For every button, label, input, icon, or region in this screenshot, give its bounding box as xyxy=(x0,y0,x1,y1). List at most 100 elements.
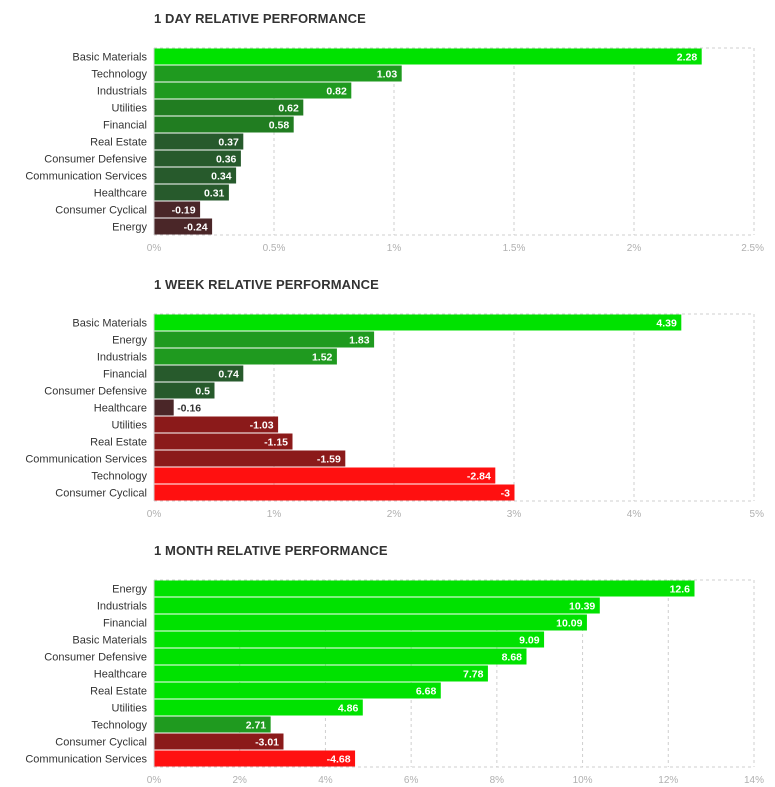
category-label: Energy xyxy=(112,222,147,234)
data-label: 0.82 xyxy=(326,86,347,98)
data-label: -4.68 xyxy=(327,754,351,766)
bar xyxy=(154,167,237,184)
category-label: Industrials xyxy=(97,352,148,364)
category-label: Consumer Cyclical xyxy=(55,737,147,749)
data-label: 2.71 xyxy=(246,720,267,732)
data-label: -2.84 xyxy=(467,471,491,483)
tick-label: 4% xyxy=(627,509,642,520)
bar xyxy=(154,614,587,631)
data-label: 1.03 xyxy=(377,69,398,81)
category-label: Healthcare xyxy=(94,188,147,200)
data-label: 0.36 xyxy=(216,154,237,166)
category-label: Utilities xyxy=(112,103,148,115)
tick-label: 2% xyxy=(387,509,402,520)
bar xyxy=(154,184,229,201)
bar xyxy=(154,665,488,682)
category-label: Basic Materials xyxy=(72,52,147,64)
data-label: -3.01 xyxy=(255,737,279,749)
tick-label: 1% xyxy=(387,243,402,254)
bar xyxy=(154,580,695,597)
data-label: 0.74 xyxy=(218,369,239,381)
data-label: 6.68 xyxy=(416,686,437,698)
bar xyxy=(154,716,271,733)
category-label: Utilities xyxy=(112,703,148,715)
bar xyxy=(154,484,515,501)
tick-label: 0.5% xyxy=(263,243,286,254)
chart-title: 1 WEEK RELATIVE PERFORMANCE xyxy=(154,277,379,292)
category-label: Financial xyxy=(103,369,147,381)
category-label: Real Estate xyxy=(90,686,147,698)
category-label: Consumer Cyclical xyxy=(55,488,147,500)
category-label: Energy xyxy=(112,584,147,596)
category-label: Communication Services xyxy=(25,171,147,183)
category-label: Basic Materials xyxy=(72,318,147,330)
bar xyxy=(154,750,356,767)
bar xyxy=(154,331,375,348)
category-label: Energy xyxy=(112,335,147,347)
data-label: 0.58 xyxy=(269,120,290,132)
bar xyxy=(154,648,527,665)
category-label: Consumer Defensive xyxy=(44,652,147,664)
data-label: 0.62 xyxy=(278,103,299,115)
tick-label: 2% xyxy=(232,775,247,786)
data-label: -0.16 xyxy=(177,403,201,415)
data-label: 9.09 xyxy=(519,635,540,647)
tick-label: 4% xyxy=(318,775,333,786)
category-label: Technology xyxy=(91,720,147,732)
bar xyxy=(154,365,244,382)
chart-title: 1 DAY RELATIVE PERFORMANCE xyxy=(154,11,366,26)
data-label: -0.24 xyxy=(184,222,208,234)
category-label: Industrials xyxy=(97,601,148,613)
bar xyxy=(154,682,441,699)
bar xyxy=(154,433,293,450)
bar xyxy=(154,201,201,218)
data-label: 4.39 xyxy=(656,318,677,330)
bar xyxy=(154,467,496,484)
bar xyxy=(154,348,337,365)
tick-label: 2.5% xyxy=(741,243,764,254)
category-label: Real Estate xyxy=(90,137,147,149)
bar xyxy=(154,133,244,150)
chart-panel-1-week: 1 WEEK RELATIVE PERFORMANCE 0% 1% 2% 3% 4% 5%… xyxy=(0,277,775,520)
bar-chart-1-day: 0% 0.5% 1% 1.5% 2% 2.5% Basic Materials 2.28 Tec… xyxy=(25,47,764,254)
category-label: Healthcare xyxy=(94,403,147,415)
tick-label: 6% xyxy=(404,775,419,786)
bar xyxy=(154,699,363,716)
bar xyxy=(154,48,702,65)
bar xyxy=(154,150,241,167)
data-label: 12.6 xyxy=(670,584,691,596)
tick-label: 2% xyxy=(627,243,642,254)
data-label: -1.03 xyxy=(250,420,274,432)
category-label: Technology xyxy=(91,471,147,483)
data-label: -1.15 xyxy=(264,437,288,449)
bar xyxy=(154,82,352,99)
bar xyxy=(154,65,402,82)
bar-chart-1-week: 0% 1% 2% 3% 4% 5% Basic Materials 4.39 Energy 1.8… xyxy=(25,313,764,520)
bar-chart-1-month: 0% 2% 4% 6% 8% 10% 12% 14% Energy 12.6 Industrials… xyxy=(25,579,764,786)
data-label: 8.68 xyxy=(502,652,523,664)
data-label: -3 xyxy=(501,488,510,500)
chart-title: 1 MONTH RELATIVE PERFORMANCE xyxy=(154,543,388,558)
bar xyxy=(154,116,294,133)
category-label: Consumer Defensive xyxy=(44,386,147,398)
bar xyxy=(154,399,174,416)
bar xyxy=(154,597,600,614)
category-label: Communication Services xyxy=(25,754,147,766)
bar xyxy=(154,218,213,235)
category-label: Basic Materials xyxy=(72,635,147,647)
tick-label: 12% xyxy=(658,775,678,786)
bar xyxy=(154,450,346,467)
chart-panel-1-day: 1 DAY RELATIVE PERFORMANCE 0% 0.5% 1% 1.5% 2… xyxy=(0,11,775,254)
bar xyxy=(154,416,279,433)
data-label: 1.83 xyxy=(349,335,370,347)
bar xyxy=(154,631,545,648)
data-label: 4.86 xyxy=(338,703,359,715)
category-label: Healthcare xyxy=(94,669,147,681)
bar xyxy=(154,733,284,750)
bar xyxy=(154,382,215,399)
chart-panel-1-month: 1 MONTH RELATIVE PERFORMANCE 0% 2% 4% 6% 8% 1… xyxy=(0,543,775,786)
data-label: 2.28 xyxy=(677,52,698,64)
bar xyxy=(154,99,304,116)
data-label: 0.34 xyxy=(211,171,232,183)
category-label: Communication Services xyxy=(25,454,147,466)
